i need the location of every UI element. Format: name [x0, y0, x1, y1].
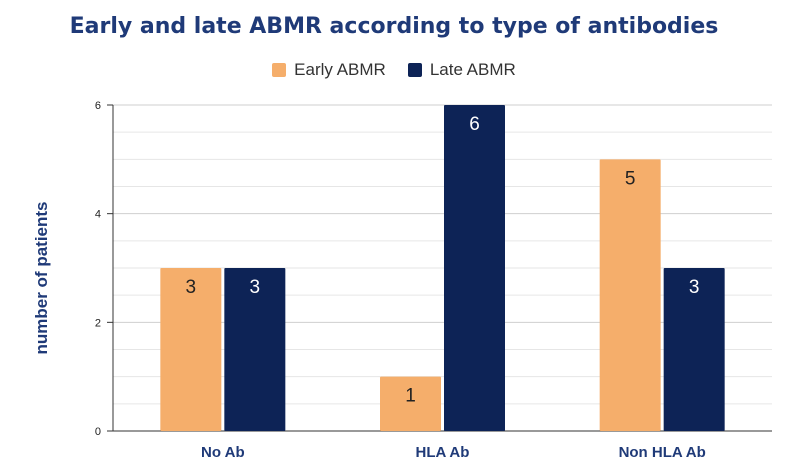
y-tick-label: 2 — [95, 317, 101, 329]
legend-label-early: Early ABMR — [294, 60, 386, 79]
x-tick-label: No Ab — [201, 444, 245, 461]
bar-data-label: 5 — [625, 168, 636, 189]
bar-late — [663, 268, 725, 431]
bar-late — [444, 105, 505, 431]
bar-data-label: 1 — [405, 386, 416, 407]
legend-swatch-early — [272, 63, 287, 77]
bar-late — [224, 268, 286, 431]
bar-data-label: 3 — [186, 277, 197, 298]
x-tick-label: HLA Ab — [416, 444, 470, 461]
legend-label-late: Late ABMR — [429, 60, 516, 79]
bar-data-label: 6 — [469, 114, 480, 135]
legend-item-late: Late ABMR — [407, 60, 516, 80]
legend-swatch-late — [407, 63, 422, 77]
chart-title: Early and late ABMR according to type of… — [69, 14, 719, 39]
bar-data-label: 3 — [250, 277, 261, 298]
legend-item-early: Early ABMR — [272, 60, 386, 80]
bar-early — [380, 376, 441, 431]
bar-early — [599, 159, 661, 432]
y-tick-label: 6 — [95, 100, 101, 112]
legend: Early ABMR Late ABMR — [0, 60, 788, 80]
bar-early — [160, 268, 222, 431]
bar-data-label: 3 — [689, 277, 700, 298]
y-tick-label: 4 — [95, 209, 101, 221]
y-tick-label: 0 — [95, 426, 101, 438]
x-tick-label: Non HLA Ab — [619, 444, 706, 461]
